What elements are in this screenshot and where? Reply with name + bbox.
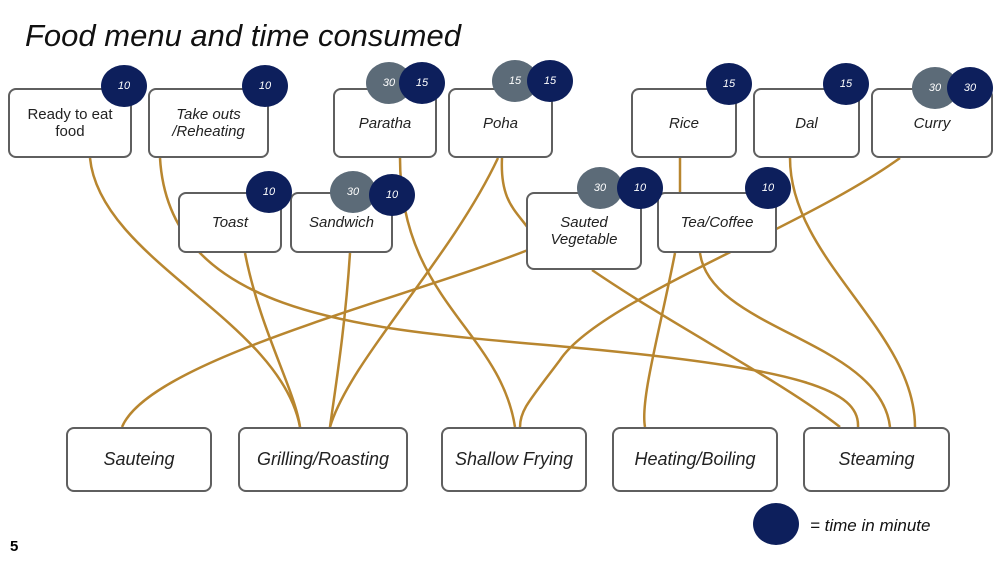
label: Curry	[913, 114, 951, 132]
time-badge: 10	[369, 174, 415, 216]
connector	[88, 157, 302, 428]
label: Sandwich	[308, 214, 375, 231]
label: Dal	[795, 114, 818, 132]
title: Food menu and time consumed	[25, 18, 461, 53]
label: Rice	[668, 114, 699, 132]
menu-item: Toast	[178, 192, 282, 253]
label: Tea/Coffee	[680, 214, 754, 231]
label: Sauteing	[103, 449, 175, 469]
label: Paratha	[358, 114, 412, 132]
connector	[500, 157, 530, 229]
time-badge: 10	[242, 65, 288, 107]
connector	[643, 252, 677, 428]
label: Steaming	[838, 449, 915, 469]
legend-swatch	[753, 503, 799, 545]
time-badge: 10	[246, 171, 292, 213]
time-badge: 15	[823, 63, 869, 105]
connector	[788, 157, 917, 428]
connector	[120, 248, 529, 428]
label: Sauted Vegetable	[550, 214, 618, 248]
time-badge: 30	[577, 167, 623, 209]
connector	[518, 156, 901, 428]
time-badge: 15	[399, 62, 445, 104]
method: Steaming	[803, 427, 950, 492]
label: Heating/Boiling	[634, 449, 756, 469]
connector	[698, 252, 892, 428]
method: Grilling/Roasting	[238, 427, 408, 492]
connector	[158, 157, 860, 428]
connector	[398, 157, 517, 428]
label: Grilling/Roasting	[256, 449, 390, 469]
time-badge: 15	[706, 63, 752, 105]
label: Take outs /Reheating	[172, 106, 245, 140]
connector	[328, 157, 500, 428]
page-number: 5	[10, 538, 19, 555]
time-badge: 30	[330, 171, 376, 213]
legend-text: = time in minute	[810, 516, 931, 535]
connector	[591, 268, 841, 428]
method: Heating/Boiling	[612, 427, 778, 492]
method: Sauteing	[66, 427, 212, 492]
method: Shallow Frying	[441, 427, 587, 492]
time-badge: 15	[527, 60, 573, 102]
label: Shallow Frying	[454, 449, 574, 469]
label: Toast	[211, 214, 249, 231]
menu-item: Poha	[448, 88, 553, 158]
time-badge: 10	[745, 167, 791, 209]
time-badge: 30	[947, 67, 993, 109]
label: Poha	[482, 114, 519, 132]
connector	[243, 252, 302, 428]
connector	[328, 252, 352, 428]
label: Ready to eat food	[27, 106, 113, 140]
time-badge: 10	[617, 167, 663, 209]
time-badge: 10	[101, 65, 147, 107]
